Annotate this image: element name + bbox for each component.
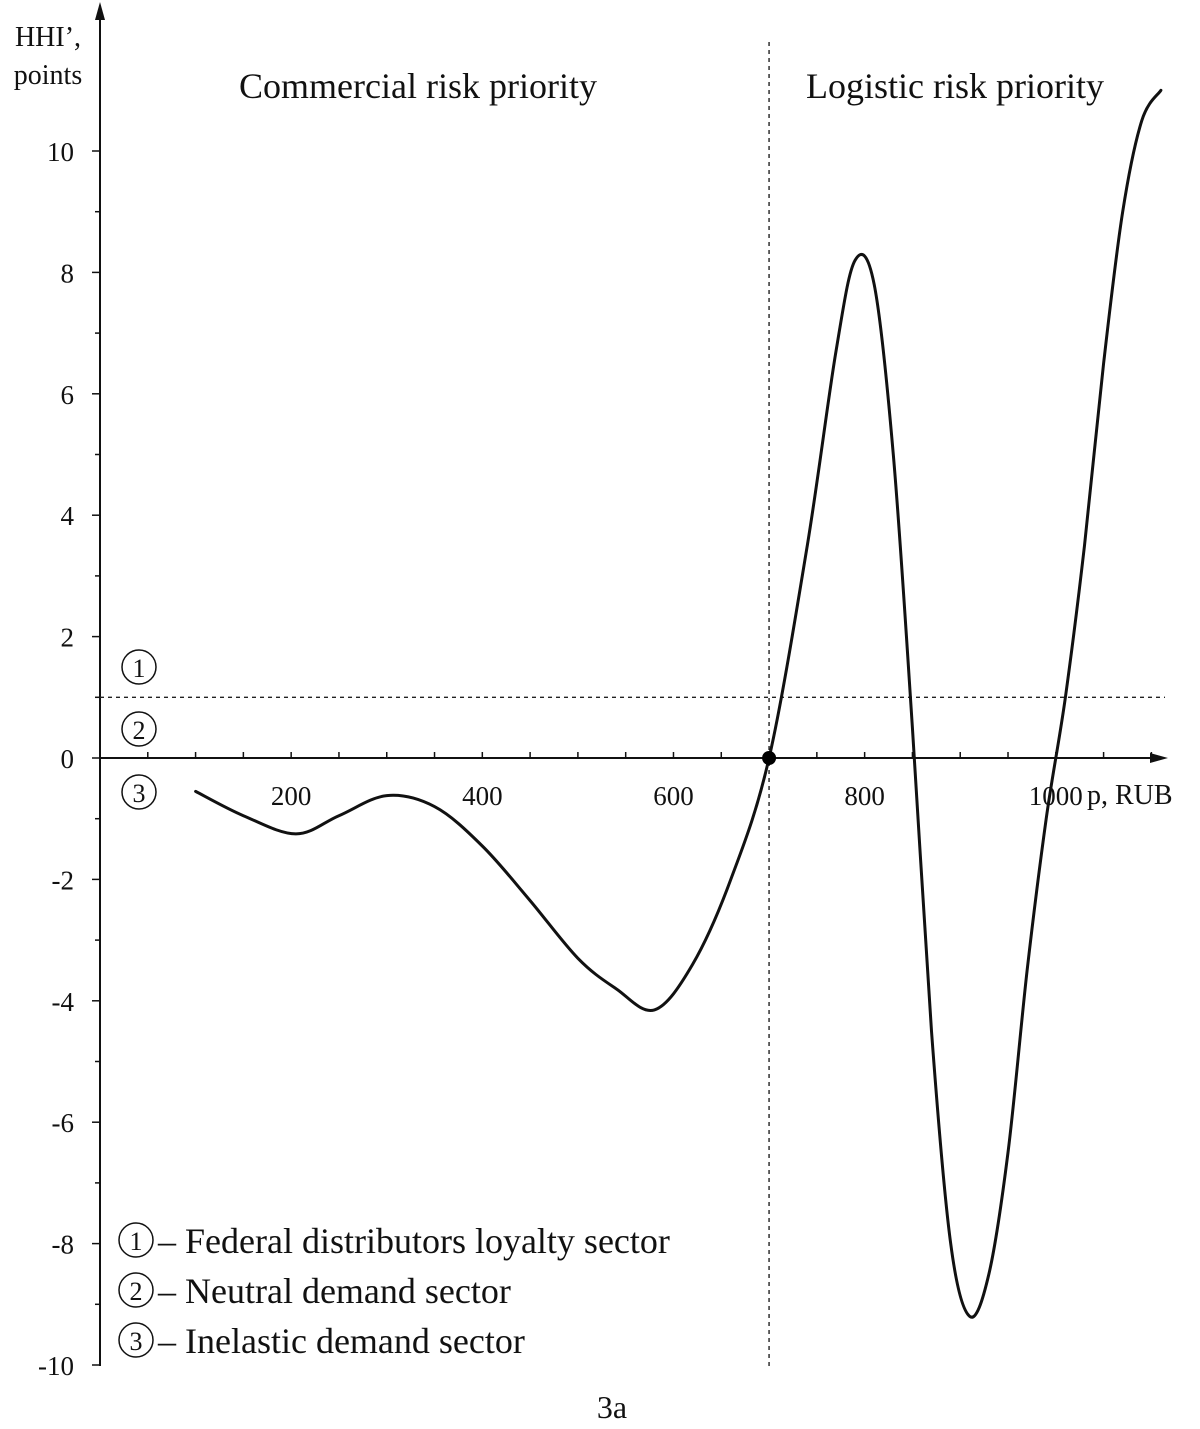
reference-lines bbox=[100, 42, 1165, 1366]
legend-text-1: – Federal distributors loyalty sector bbox=[157, 1221, 670, 1261]
legend: 1 – Federal distributors loyalty sector … bbox=[118, 1221, 670, 1361]
x-tick-label: 400 bbox=[462, 781, 503, 811]
sector-marker-2: 2 bbox=[121, 711, 157, 747]
x-axis-arrow bbox=[1150, 753, 1168, 763]
y-tick-label: -10 bbox=[38, 1351, 74, 1381]
legend-item-1: 1 – Federal distributors loyalty sector bbox=[118, 1221, 670, 1261]
svg-text:2: 2 bbox=[130, 1277, 143, 1306]
y-tick-label: -4 bbox=[52, 987, 75, 1017]
y-axis-unit: points bbox=[14, 60, 82, 91]
y-tick-label: 4 bbox=[61, 501, 75, 531]
ticks: 10 8 6 4 2 0 -2 -4 -6 -8 -10 200 400 600 800 1000 bbox=[38, 137, 1153, 1381]
x-tick-label: 200 bbox=[271, 781, 312, 811]
svg-text:2: 2 bbox=[133, 716, 146, 745]
y-tick-label: -8 bbox=[52, 1230, 75, 1260]
legend-item-2: 2 – Neutral demand sector bbox=[118, 1271, 511, 1311]
figure-caption: 3a bbox=[597, 1389, 627, 1425]
y-tick-label: 8 bbox=[61, 258, 75, 288]
x-axis-label: p, RUB bbox=[1087, 780, 1173, 811]
y-tick-label: 6 bbox=[61, 380, 75, 410]
x-tick-label: 1000 bbox=[1029, 781, 1083, 811]
curve-layer bbox=[194, 88, 1163, 1319]
svg-text:3: 3 bbox=[130, 1327, 143, 1356]
legend-item-3: 3 – Inelastic demand sector bbox=[118, 1321, 525, 1361]
svg-text:1: 1 bbox=[130, 1227, 143, 1256]
region-label-commercial: Commercial risk priority bbox=[239, 66, 597, 106]
hhi-curve bbox=[194, 88, 1163, 1319]
y-tick-label: 2 bbox=[61, 623, 75, 653]
sector-marker-3: 3 bbox=[121, 774, 157, 810]
x-tick-label: 600 bbox=[653, 781, 694, 811]
svg-text:1: 1 bbox=[133, 654, 146, 683]
sector-marker-1: 1 bbox=[121, 649, 157, 685]
y-tick-label: 10 bbox=[47, 137, 74, 167]
svg-text:3: 3 bbox=[133, 779, 146, 808]
region-label-logistic: Logistic risk priority bbox=[806, 66, 1104, 106]
x-tick-label: 800 bbox=[844, 781, 885, 811]
equilibrium-point bbox=[762, 751, 777, 765]
y-tick-label: 0 bbox=[61, 744, 75, 774]
y-axis-label: HHI’, bbox=[15, 22, 81, 53]
legend-text-2: – Neutral demand sector bbox=[157, 1271, 511, 1311]
legend-text-3: – Inelastic demand sector bbox=[157, 1321, 525, 1361]
y-tick-label: -6 bbox=[52, 1108, 75, 1138]
axes bbox=[95, 2, 1168, 1366]
y-axis-arrow bbox=[95, 2, 105, 20]
y-tick-label: -2 bbox=[52, 865, 75, 895]
